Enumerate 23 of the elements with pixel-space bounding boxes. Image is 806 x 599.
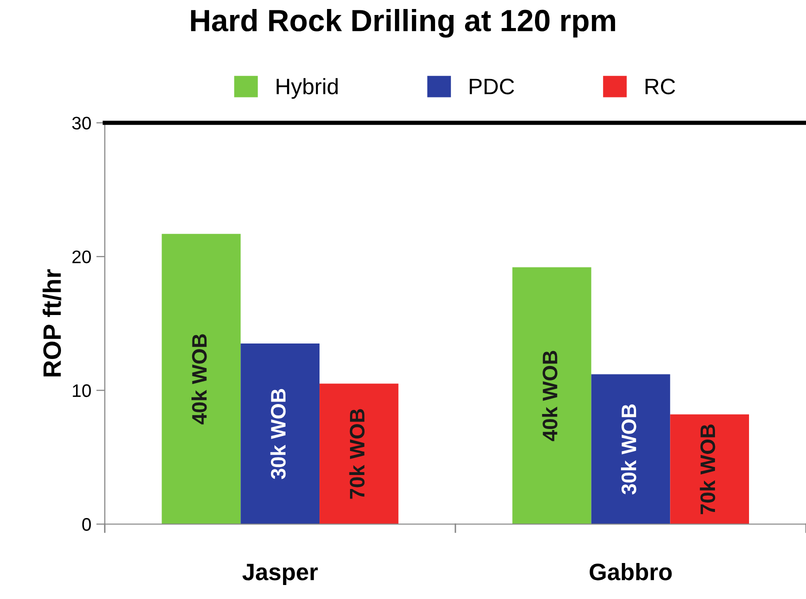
y-axis-title: ROP ft/hr: [42, 269, 62, 376]
legend-label: RC: [646, 78, 676, 94]
bar: [512, 267, 592, 524]
annotation: 70k WOB: [700, 424, 716, 514]
bar: [162, 234, 241, 524]
bar: [670, 414, 750, 524]
chart-title: Hard Rock Drilling at 120 rpm: [191, 8, 616, 38]
annotation: 30k WOB: [270, 389, 286, 480]
y-tick-label: 10: [72, 384, 91, 398]
x-tick-label: Jasper: [242, 564, 318, 586]
x-tick-label: Gabbro: [590, 563, 672, 580]
bar: [240, 344, 320, 524]
y-tick-label: 30: [72, 116, 91, 130]
annotation: 70k WOB: [349, 409, 365, 499]
annotation: 40k WOB: [542, 350, 558, 442]
annotation: 30k WOB: [620, 404, 636, 494]
legend-label: Hybrid: [276, 78, 338, 99]
legend-label: PDC: [470, 78, 514, 94]
bar: [591, 374, 670, 524]
annotation: 40k WOB: [191, 334, 207, 424]
y-tick-label: 20: [72, 250, 91, 264]
bar: [320, 384, 398, 524]
y-tick-label: 0: [82, 518, 91, 531]
